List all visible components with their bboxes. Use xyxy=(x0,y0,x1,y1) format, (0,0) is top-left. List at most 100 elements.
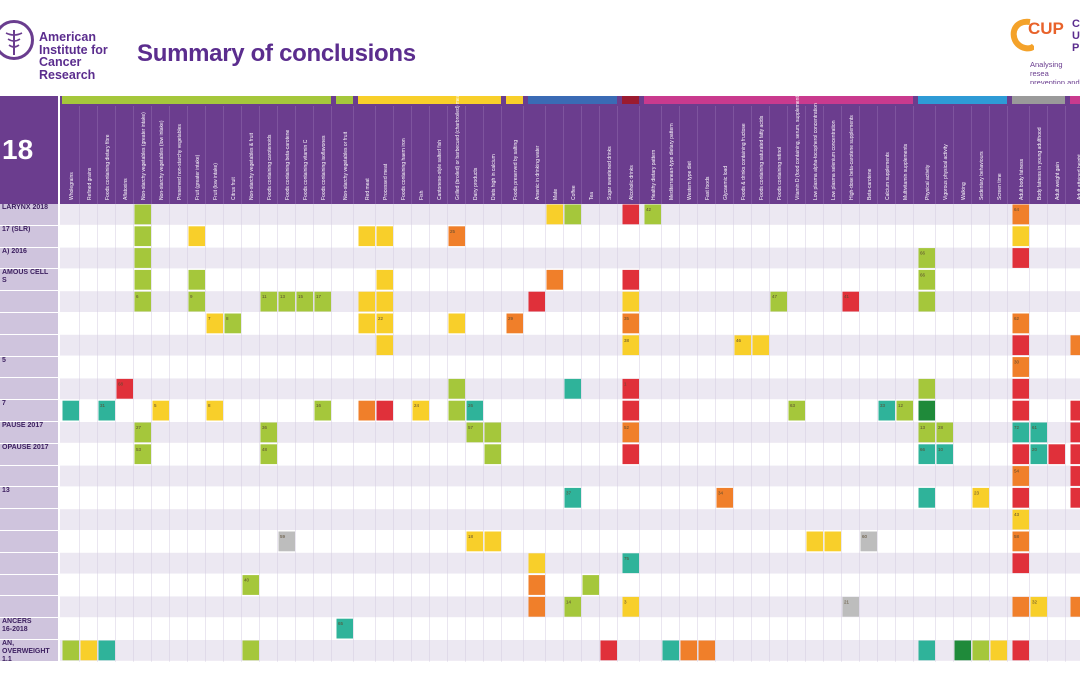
conclusion-cell xyxy=(1012,248,1029,268)
cell-reference-number: 61 xyxy=(1032,425,1038,430)
cell-reference-number: 64 xyxy=(1014,207,1020,212)
conclusion-cell xyxy=(484,531,501,552)
conclusion-cell xyxy=(412,400,429,421)
conclusion-cell xyxy=(358,313,375,334)
conclusion-cell xyxy=(734,335,751,356)
cell-reference-number: 65 xyxy=(338,621,344,626)
table-row xyxy=(60,356,1080,378)
column-label: Cantonese-style salted fish xyxy=(437,140,443,200)
cell-reference-number: 25 xyxy=(450,229,456,234)
conclusion-cell xyxy=(506,313,523,334)
column-label: High-dose beta-carotene supplements xyxy=(849,115,855,200)
conclusion-cell xyxy=(1012,204,1029,225)
column-label: Foods containing dietary fibre xyxy=(105,134,111,200)
row-label: AMOUS CELL S xyxy=(0,269,58,291)
row-label xyxy=(0,465,58,487)
cup-swoosh-icon xyxy=(1010,18,1034,52)
cell-reference-number: 62 xyxy=(1014,316,1020,321)
conclusion-cell xyxy=(466,531,483,552)
cell-reference-number: 58 xyxy=(1014,534,1020,539)
column-label: Fruit (greater intake) xyxy=(195,154,201,200)
cell-reference-number: 5 xyxy=(154,403,157,408)
cell-reference-number: 38 xyxy=(624,338,630,343)
column-label: Foods containing haem iron xyxy=(401,138,407,200)
cell-reference-number: 14 xyxy=(566,599,572,604)
column-label: Low plasma selenium concentration xyxy=(831,120,837,200)
column-label: Alcoholic drinks xyxy=(629,165,635,200)
cell-reference-number: 22 xyxy=(378,316,384,321)
cell-reference-number: 72 xyxy=(1014,425,1020,430)
conclusion-cell xyxy=(448,400,465,421)
column-label: Coffee xyxy=(571,185,577,200)
row-label xyxy=(0,334,58,356)
cell-reference-number: 3 xyxy=(624,599,627,604)
row-label: 13 xyxy=(0,487,58,509)
conclusion-cell xyxy=(622,378,639,399)
cell-reference-number: 57 xyxy=(468,425,474,430)
conclusion-cell xyxy=(528,291,545,312)
cell-reference-number: 9 xyxy=(190,294,193,299)
table-row xyxy=(60,313,1080,334)
conclusion-cell xyxy=(1012,466,1029,486)
row-label xyxy=(0,552,58,574)
cell-reference-number: 32 xyxy=(1032,599,1038,604)
conclusion-cell xyxy=(936,422,953,443)
conclusion-cell xyxy=(622,444,639,465)
cell-reference-number: 12 xyxy=(898,403,904,408)
conclusion-cell xyxy=(484,422,501,443)
conclusion-cell xyxy=(1030,444,1047,465)
cell-reference-number: 24 xyxy=(414,403,420,408)
row-label: 17 (SLR) xyxy=(0,225,58,247)
column-label: Dairy products xyxy=(473,167,479,200)
cell-reference-number: 8 xyxy=(226,316,229,321)
conclusion-cell xyxy=(1070,422,1080,443)
aicr-logo: American Institute for Cancer Research xyxy=(0,14,110,81)
conclusion-cell xyxy=(918,400,935,421)
cell-reference-number: 48 xyxy=(262,447,268,452)
row-label: OPAUSE 2017 xyxy=(0,443,58,465)
conclusion-cell xyxy=(1070,400,1080,421)
conclusion-cell xyxy=(448,226,465,247)
year-panel xyxy=(0,96,58,204)
cell-reference-number: 60 xyxy=(862,534,868,539)
column-label: Western type diet xyxy=(687,161,693,200)
column-label: Grilled (broiled) or barbecued (charbroi… xyxy=(455,74,461,200)
row-label: ANCERS 16-2018 xyxy=(0,618,58,639)
conclusion-cell xyxy=(918,487,935,508)
conclusion-cell xyxy=(860,531,877,552)
column-label: Vigorous physical activity xyxy=(943,144,949,200)
conclusion-cell xyxy=(1012,444,1029,465)
column-label: Sugar sweetened drinks xyxy=(607,146,613,200)
column-label: Mediterranean-type dietary pattern xyxy=(669,123,675,200)
row-label: AN, OVERWEIGHT 1.1 xyxy=(0,640,58,661)
conclusion-cell xyxy=(1070,487,1080,508)
conclusion-cell xyxy=(448,378,465,399)
cell-reference-number: 40 xyxy=(244,578,250,583)
cell-reference-number: 31 xyxy=(100,403,106,408)
conclusion-cell xyxy=(842,596,859,617)
column-label: Healthy dietary pattern xyxy=(651,149,657,200)
conclusion-cell xyxy=(98,640,115,661)
cell-reference-number: 46 xyxy=(736,338,742,343)
conclusion-cell xyxy=(564,596,581,617)
conclusion-cell xyxy=(752,335,769,356)
conclusion-cell xyxy=(716,487,733,508)
conclusion-cell xyxy=(546,269,563,290)
column-label: Foods containing saturated fatty acids xyxy=(759,115,765,200)
row-label xyxy=(0,509,58,530)
cell-reference-number: 10 xyxy=(938,447,944,452)
cell-reference-number: 8 xyxy=(208,403,211,408)
table-row xyxy=(60,552,1080,574)
cup-logo: CUP C U P Analysing resea prevention and xyxy=(1008,14,1080,84)
page-title: Summary of conclusions xyxy=(137,40,416,67)
conclusion-cell xyxy=(918,269,935,290)
conclusion-cell xyxy=(260,422,277,443)
conclusion-cell xyxy=(336,618,353,639)
row-label: LARYNX 2018 xyxy=(0,204,58,225)
conclusion-cell xyxy=(1070,335,1080,356)
cell-reference-number: 6 xyxy=(136,294,139,299)
conclusion-cell xyxy=(806,531,823,552)
conclusion-cell xyxy=(972,640,989,661)
conclusion-cell xyxy=(62,400,79,421)
conclusion-cell xyxy=(62,640,79,661)
